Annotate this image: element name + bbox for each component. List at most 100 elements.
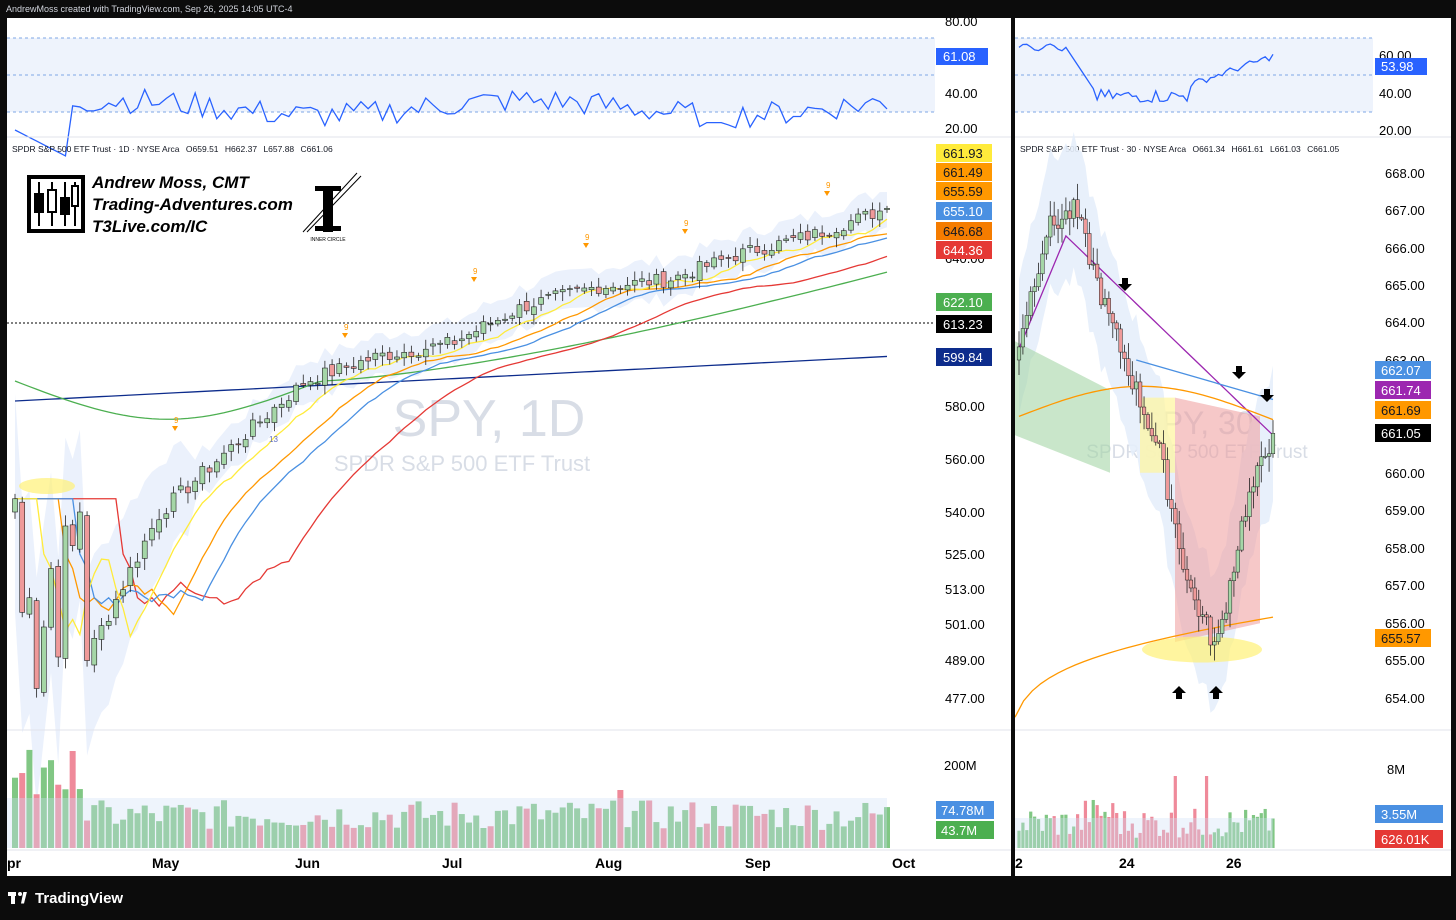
candle-body — [206, 467, 213, 473]
volume-ma-band — [7, 798, 887, 848]
price-pane[interactable]: 9 9 9 9 9 9 13 — [7, 181, 935, 806]
candle-body — [1138, 381, 1143, 408]
price-axis[interactable]: 640.00580.00560.00540.00525.00513.00501.… — [936, 144, 994, 839]
candle-body — [170, 492, 177, 512]
candle-body — [1075, 199, 1080, 218]
ohlc-open: O661.34 — [1193, 144, 1226, 154]
vwap-line — [1018, 234, 1274, 436]
volume-bar — [790, 825, 797, 848]
volume-bar — [1025, 830, 1029, 848]
volume-bar — [1107, 817, 1111, 848]
tradingview-footer[interactable]: TradingView — [8, 890, 123, 907]
candle-body — [300, 383, 307, 386]
candle-body — [531, 306, 537, 315]
volume-bar — [386, 814, 393, 848]
zone-green — [1015, 341, 1110, 473]
intraday-chart-svg[interactable]: 60.00 40.00 20.00 53.98 SPDR S&P 500 ETF… — [1015, 18, 1451, 876]
candle-body — [127, 567, 134, 586]
volume-bar — [213, 806, 220, 848]
candle-body — [1079, 217, 1084, 220]
candle-body — [819, 232, 825, 237]
branding-logo — [27, 175, 85, 233]
volume-bar — [1169, 812, 1173, 848]
svg-text:SPDR S&P 500 ETF Trust · 30 ·: SPDR S&P 500 ETF Trust · 30 · NYSE Arca … — [1020, 144, 1340, 154]
volume-bar — [502, 810, 509, 848]
price-tick: 664.00 — [1385, 315, 1425, 330]
volume-bar — [1056, 834, 1060, 848]
volume-bar — [869, 813, 876, 848]
candle-body — [1231, 571, 1236, 581]
candle-body — [221, 452, 227, 465]
candle-body — [1087, 233, 1092, 265]
candle-body — [1056, 224, 1061, 229]
volume-bar — [1134, 837, 1138, 848]
candle-body — [1122, 351, 1127, 359]
volume-bar — [1244, 809, 1248, 848]
price-tick: 477.00 — [945, 691, 985, 706]
volume-bar — [523, 808, 530, 848]
candle-body — [1130, 375, 1135, 390]
volume-bar — [163, 805, 170, 848]
volume-bar — [1052, 816, 1056, 848]
candle-body — [386, 351, 393, 360]
candle-body — [1239, 520, 1244, 551]
candle-body — [1224, 612, 1229, 620]
candle-body — [1141, 406, 1147, 415]
volume-bar — [300, 824, 307, 848]
volume-bar — [747, 805, 754, 848]
candle-body — [1114, 322, 1119, 330]
ohlc-low: L661.03 — [1270, 144, 1301, 154]
candle-body — [574, 286, 580, 289]
time-label: Sep — [745, 855, 771, 871]
time-label: May — [152, 855, 179, 871]
volume-bar — [444, 825, 451, 848]
volume-bar — [566, 802, 573, 848]
daily-chart-svg[interactable]: 80.00 40.00 20.00 61.08 SPDR S&P 500 ETF… — [7, 18, 1011, 876]
candle-body — [473, 331, 480, 338]
rsi-tick: 80.00 — [945, 18, 978, 29]
volume-bar — [1064, 814, 1068, 848]
candle-body — [177, 485, 184, 491]
candle-body — [163, 513, 170, 519]
candle-body — [350, 366, 357, 369]
volume-bar — [545, 810, 552, 848]
candle-body — [545, 294, 552, 296]
rsi-badge — [936, 48, 988, 65]
candle-body — [776, 240, 782, 252]
volume-ma-band — [1015, 818, 1273, 848]
volume-bar — [1068, 833, 1072, 848]
intraday-chart-panel[interactable]: 60.00 40.00 20.00 53.98 SPDR S&P 500 ETF… — [1015, 18, 1451, 876]
rsi-badge-text: 53.98 — [1381, 59, 1414, 74]
volume-bar — [1204, 776, 1209, 848]
highlight-ellipse — [19, 478, 75, 494]
candle-body — [1161, 443, 1166, 460]
volume-badge — [1375, 830, 1443, 848]
candle-body — [495, 320, 501, 325]
price-pane[interactable] — [1015, 132, 1276, 718]
candle-body — [876, 210, 883, 221]
td-arrow — [824, 191, 830, 196]
candle-body — [790, 235, 797, 238]
candle-body — [134, 561, 141, 568]
volume-bar — [667, 806, 674, 848]
volume-bar — [336, 809, 343, 848]
volume-bar — [1224, 832, 1228, 848]
candle-body — [98, 625, 105, 640]
daily-chart-panel[interactable]: 80.00 40.00 20.00 61.08 SPDR S&P 500 ETF… — [7, 18, 1011, 876]
volume-bar — [602, 808, 609, 848]
rsi-tick: 40.00 — [945, 86, 978, 101]
candle-body — [149, 528, 155, 541]
candle-body — [1243, 516, 1248, 522]
candle-body — [1220, 619, 1225, 634]
candle-body — [1247, 491, 1252, 517]
candle-body — [55, 566, 62, 658]
price-tick: 656.00 — [1385, 616, 1425, 631]
price-axis[interactable]: 668.00667.00666.00665.00664.00663.00660.… — [1375, 166, 1443, 848]
candle-body — [783, 238, 789, 241]
candle-body — [718, 255, 725, 260]
candle-body — [1177, 523, 1182, 549]
volume-bar — [372, 812, 379, 848]
candle-body — [1110, 313, 1115, 324]
candle-body — [704, 262, 710, 267]
volume-bar — [1173, 776, 1177, 848]
